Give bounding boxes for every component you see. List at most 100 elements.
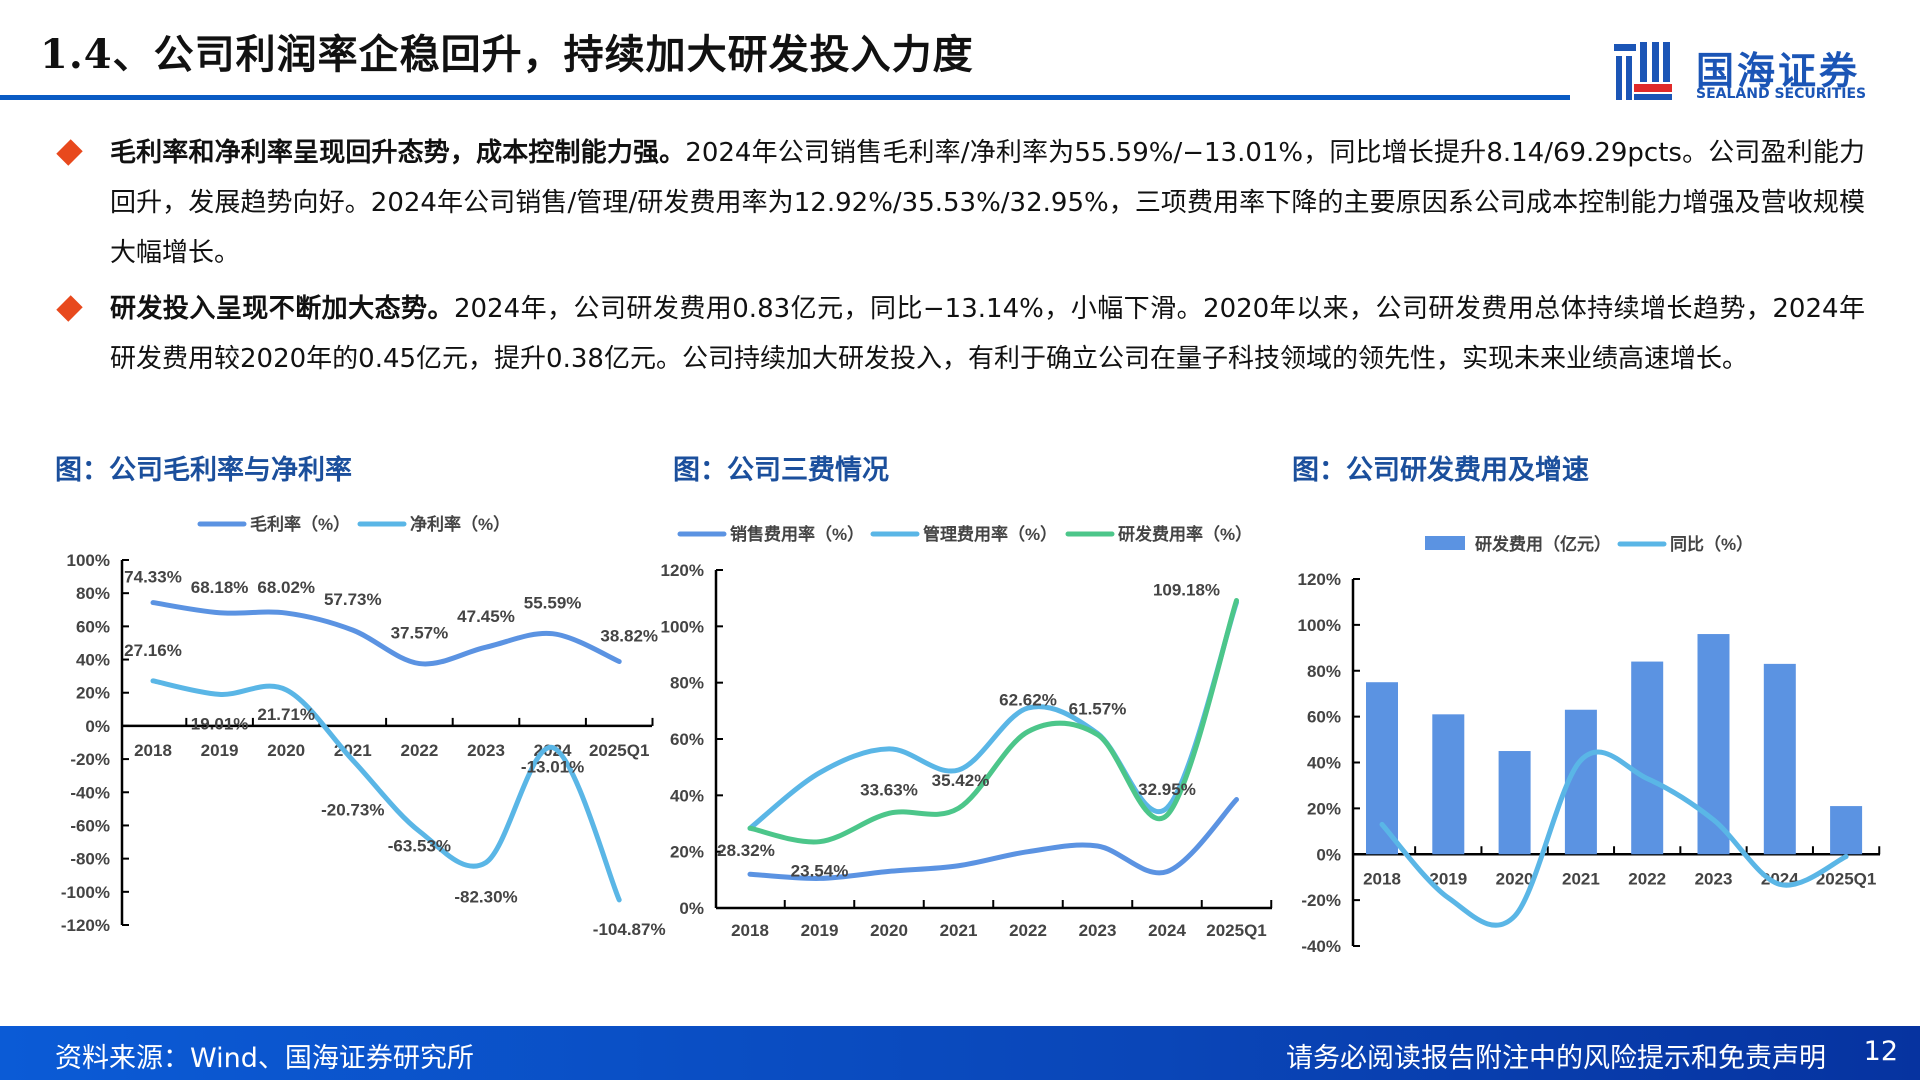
x-tick-label: 2019 [201,741,239,760]
sealand-logo-icon [1614,42,1672,100]
bar [1432,714,1465,855]
y-tick-label: 20% [1307,799,1341,818]
data-label: 68.02% [257,578,315,597]
data-label: 23.54% [791,862,849,881]
x-tick-label: 2021 [1562,869,1600,888]
data-label: 57.73% [324,590,382,609]
data-label: 27.16% [124,641,182,660]
y-tick-label: -40% [1301,937,1341,956]
legend-swatch [1425,536,1465,550]
figure-title-rd: 图：公司研发费用及增速 [1292,455,1589,486]
data-label: -104.87% [593,920,666,939]
bullet-text: 2024年，公司研发费用0.83亿元，同比−13.14%，小幅下滑。2020年以… [110,294,1865,374]
chart-2: 120% 100% 80% 60% 40% 20% 0% -20% -40% 2018 2019 20… [1298,534,1881,956]
bullet-list: 毛利率和净利率呈现回升态势，成本控制能力强。2024年公司销售毛利率/净利率为5… [55,128,1865,390]
y-tick-label: 100% [1298,616,1341,635]
bar [1830,806,1863,855]
figure-title-expenses: 图：公司三费情况 [673,455,889,486]
x-tick-label: 2025Q1 [1816,869,1877,888]
legend-label: 净利率（%） [410,514,510,534]
data-label: 28.32% [717,841,775,860]
bullet-heading: 研发投入呈现不断加大态势。 [110,294,454,324]
x-tick-label: 2024 [1148,921,1186,940]
y-tick-label: 40% [76,651,110,670]
bar [1763,663,1796,855]
chart-0: 100% 80% 60% 40% 20% 0% -20% -40% -60% -80% -100% -… [61,514,666,939]
y-tick-label: 80% [670,674,704,693]
data-label: 35.42% [932,771,990,790]
data-label: -13.01% [521,757,584,776]
y-tick-label: -60% [70,816,110,835]
data-label: 38.82% [600,627,658,646]
legend-label: 销售费用率（%） [730,524,864,544]
footer-bar: 资料来源：Wind、国海证券研究所 请务必阅读报告附注中的风险提示和免责声明 1… [0,1026,1920,1080]
x-tick-label: 2022 [400,741,438,760]
x-tick-label: 2019 [1429,869,1467,888]
y-tick-label: 20% [76,684,110,703]
x-tick-label: 2023 [1695,869,1733,888]
x-tick-label: 2020 [267,741,305,760]
y-tick-label: -20% [1301,891,1341,910]
legend-label: 研发费用率（%） [1118,524,1252,544]
series-line [747,599,1239,831]
data-label: 21.71% [257,705,315,724]
logo-en: SEALAND SECURITIES [1696,86,1867,102]
data-label: 62.62% [999,691,1057,710]
y-tick-label: 100% [661,617,704,636]
x-tick-label: 2022 [1628,869,1666,888]
y-tick-label: -120% [61,916,110,935]
bar [1366,682,1398,855]
y-tick-label: 120% [1298,570,1341,589]
data-label: 32.95% [1138,780,1196,799]
data-label: 68.18% [191,578,249,597]
y-tick-label: 80% [1307,662,1341,681]
y-tick-label: -80% [70,850,110,869]
data-label: 74.33% [124,568,182,587]
data-label: -82.30% [454,887,517,906]
source-note: 资料来源：Wind、国海证券研究所 [55,1043,474,1074]
x-tick-label: 2021 [334,741,372,760]
data-label: -63.53% [388,836,451,855]
data-label: 33.63% [860,780,918,799]
y-tick-label: -40% [70,783,110,802]
title-divider [0,95,1570,100]
x-tick-label: 2019 [801,921,839,940]
y-tick-label: 0% [85,717,110,736]
data-label: 47.45% [457,607,515,626]
series-line [747,797,1239,881]
x-tick-label: 2022 [1009,921,1047,940]
y-tick-label: 0% [679,899,704,918]
y-tick-label: 80% [76,584,110,603]
bar [1498,751,1531,855]
chart-1: 120% 100% 80% 60% 40% 20% 0% 2018 2019 2020 2021 20… [661,524,1273,940]
x-tick-label: 2020 [870,921,908,940]
y-tick-label: 40% [1307,754,1341,773]
page-number: 12 [1863,1036,1898,1067]
bullet-item: 毛利率和净利率呈现回升态势，成本控制能力强。2024年公司销售毛利率/净利率为5… [55,128,1865,278]
legend-label: 研发费用（亿元） [1475,534,1611,554]
figure-title-margins: 图：公司毛利率与净利率 [55,455,352,486]
page-title: 1.4、公司利润率企稳回升，持续加大研发投入力度 [40,31,974,78]
bar [1631,661,1664,855]
data-label: 61.57% [1069,700,1127,719]
disclaimer: 请务必阅读报告附注中的风险提示和免责声明 [1286,1043,1826,1074]
y-tick-label: 100% [67,551,110,570]
x-tick-label: 2018 [134,741,172,760]
series-line [1379,749,1849,928]
legend-label: 管理费用率（%） [923,524,1057,544]
y-tick-label: 120% [661,561,704,580]
y-tick-label: 40% [670,786,704,805]
y-tick-label: 60% [76,617,110,636]
bullet-text: 2024年公司销售毛利率/净利率为55.59%/−13.01%，同比增长提升8.… [110,138,1865,268]
legend-label: 同比（%） [1670,534,1753,554]
x-tick-label: 2018 [731,921,769,940]
x-tick-label: 2018 [1363,869,1401,888]
data-label: 37.57% [391,624,449,643]
x-tick-label: 2021 [940,921,978,940]
bullet-heading: 毛利率和净利率呈现回升态势，成本控制能力强。 [110,138,686,168]
bullet-item: 研发投入呈现不断加大态势。2024年，公司研发费用0.83亿元，同比−13.14… [55,284,1865,384]
series-line [150,600,622,667]
company-logo: 国海证券 SEALAND SECURITIES [1612,38,1882,104]
x-tick-label: 2025Q1 [1206,921,1267,940]
